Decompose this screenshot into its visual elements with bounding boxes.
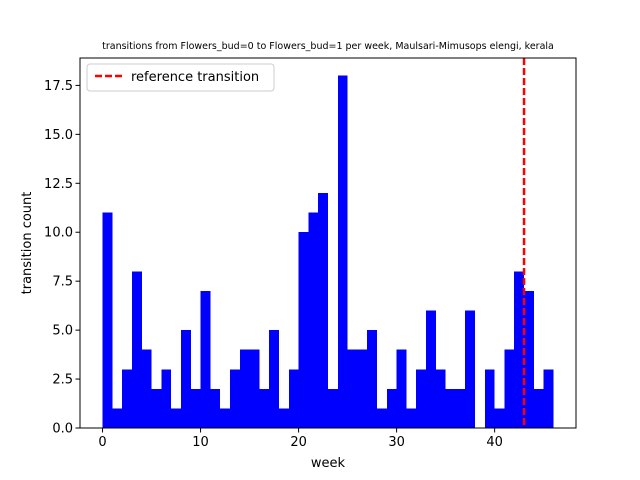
histogram-bars [102, 75, 554, 428]
histogram-bar [269, 330, 279, 428]
y-tick-label: 2.5 [52, 373, 73, 388]
histogram-bar [308, 212, 319, 428]
histogram-bar [298, 232, 309, 428]
x-tick-label: 20 [290, 435, 307, 450]
y-axis-label: transition count [20, 192, 35, 295]
histogram-bar [337, 75, 348, 428]
histogram-bar [288, 369, 299, 428]
x-axis-label: week [311, 456, 346, 471]
histogram-bar [504, 349, 515, 428]
y-tick-label: 7.5 [52, 275, 73, 290]
x-tick-label: 40 [486, 435, 503, 450]
histogram-bar [131, 271, 142, 428]
y-tick-label: 15.0 [44, 128, 73, 143]
histogram-bar [278, 408, 289, 428]
histogram-bar [426, 310, 436, 428]
histogram-bar [484, 369, 495, 428]
legend: reference transition [86, 63, 275, 92]
histogram-bar [200, 290, 211, 428]
histogram-bar [396, 349, 407, 428]
histogram-bar [122, 369, 132, 428]
y-axis-ticks: 0.0 2.5 5.0 7.5 10.0 12.5 15.0 17.5 [44, 79, 80, 437]
histogram-bar [249, 349, 260, 428]
histogram-bar [514, 271, 525, 428]
histogram-bar [171, 408, 181, 428]
histogram-bar [161, 369, 172, 428]
histogram-bar [151, 388, 162, 428]
histogram-bar [494, 408, 505, 428]
y-tick-label: 10.0 [44, 226, 73, 241]
histogram-bar [141, 349, 152, 428]
histogram-bar [190, 388, 201, 428]
histogram-bar [533, 388, 544, 428]
plot-area-frame [79, 57, 577, 429]
legend-label: reference transition [131, 70, 259, 85]
histogram-bar [102, 212, 113, 428]
histogram-bar [465, 310, 476, 428]
histogram-bar [112, 408, 123, 428]
y-tick-label: 5.0 [52, 324, 73, 339]
histogram-bar [259, 388, 270, 428]
y-tick-label: 0.0 [52, 422, 73, 437]
histogram-bar [524, 290, 534, 428]
histogram-bar [220, 408, 230, 428]
histogram-bar [239, 349, 250, 428]
histogram-bar [367, 330, 378, 428]
histogram-bar [180, 330, 191, 428]
histogram-bar [435, 369, 446, 428]
x-axis-ticks: 0 10 20 30 40 [98, 428, 503, 450]
legend-box [86, 63, 275, 92]
histogram-bar [229, 369, 240, 428]
y-tick-label: 17.5 [44, 79, 73, 94]
histogram-bar [210, 388, 221, 428]
histogram-bar [357, 349, 368, 428]
histogram-bar [455, 388, 466, 428]
histogram-bar [386, 388, 397, 428]
histogram-bar [318, 193, 328, 428]
y-tick-label: 12.5 [44, 177, 73, 192]
histogram-bar [416, 369, 427, 428]
histogram-bar [445, 388, 456, 428]
histogram-bar [406, 408, 417, 428]
x-tick-label: 30 [388, 435, 405, 450]
histogram-bar [543, 369, 554, 428]
histogram-bar [377, 408, 387, 428]
x-tick-label: 0 [98, 435, 106, 450]
histogram-bar [328, 388, 338, 428]
chart-title: transitions from Flowers_bud=0 to Flower… [102, 41, 554, 52]
histogram-bar [347, 349, 358, 428]
x-tick-label: 10 [192, 435, 209, 450]
